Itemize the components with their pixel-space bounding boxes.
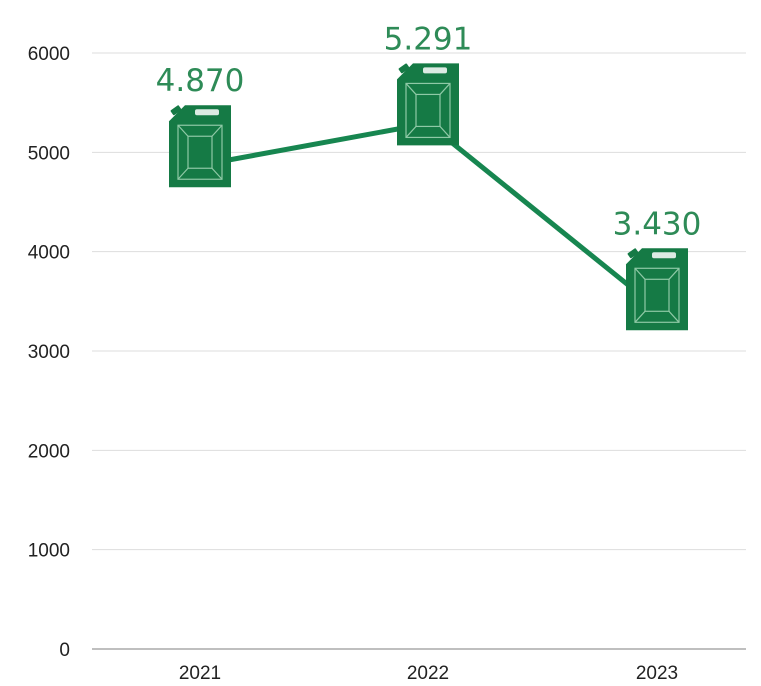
y-tick-label: 1000 [28, 541, 70, 562]
jerrycan-icon [397, 63, 459, 146]
y-tick-label: 0 [59, 640, 70, 661]
series-line-group [197, 120, 660, 311]
y-tick-label: 2000 [28, 441, 70, 462]
y-tick-label: 3000 [28, 342, 70, 363]
jerrycan-icon [169, 105, 231, 188]
y-axis-tick-labels: 0 1000 2000 3000 4000 5000 6000 [28, 44, 70, 661]
y-tick-label: 4000 [28, 243, 70, 264]
x-axis-tick-labels: 2021 2022 2023 [179, 663, 678, 684]
data-labels-group: 4.870 5.291 3.430 [156, 21, 702, 242]
markers-group [169, 63, 688, 331]
x-tick-label: 2021 [179, 663, 221, 684]
y-tick-label: 6000 [28, 44, 70, 65]
data-label: 3.430 [613, 206, 702, 242]
data-label: 4.870 [156, 63, 245, 99]
x-tick-label: 2023 [636, 663, 678, 684]
x-tick-label: 2022 [407, 663, 449, 684]
series-line [197, 120, 660, 311]
data-label: 5.291 [384, 21, 473, 57]
jerrycan-icon [626, 248, 688, 331]
y-tick-label: 5000 [28, 143, 70, 164]
